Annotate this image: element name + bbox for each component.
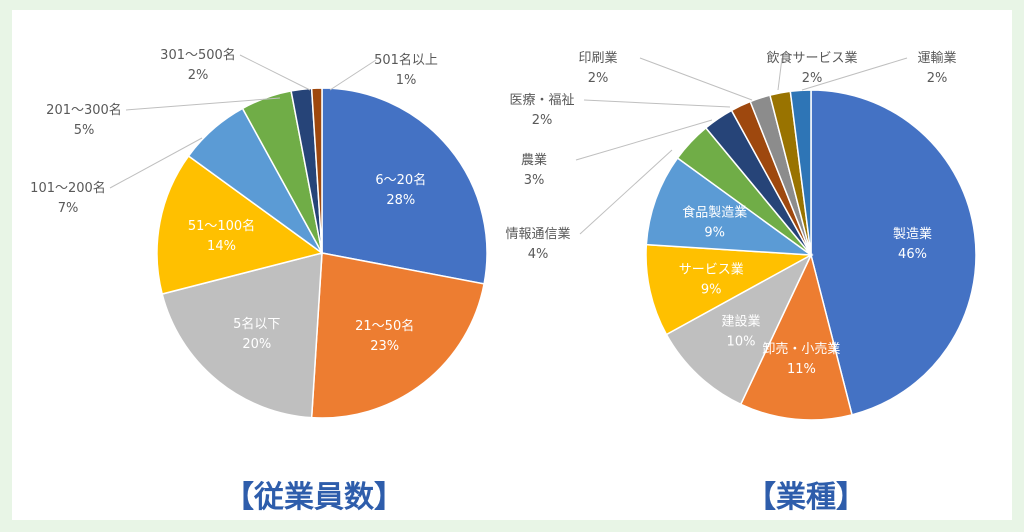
employee-pie-leader-4 xyxy=(109,137,203,189)
industry-pie-value-10: 2% xyxy=(927,71,948,86)
employee-pie-label-5: 201～300名 xyxy=(46,102,122,118)
industry-pie-label-0: 製造業 xyxy=(893,226,932,242)
industry-pie-value-5: 4% xyxy=(528,247,549,262)
pie-charts: 6～20名 28% 21～50名 23% 5名以下 20% 51～100名 14% 101～20… xyxy=(30,47,977,421)
employee-count-title: 【従業員数】 xyxy=(224,480,404,515)
employee-pie-slice-0 xyxy=(321,87,488,285)
industry-pie-value-1: 11% xyxy=(787,362,816,377)
employee-pie-label-7: 501名以上 xyxy=(374,52,438,68)
industry-pie-value-0: 46% xyxy=(898,247,927,262)
industry-pie-label-1: 卸売・小売業 xyxy=(762,341,840,357)
employee-pie-value-4: 7% xyxy=(58,201,79,216)
chart-panel: 6～20名 28% 21～50名 23% 5名以下 20% 51～100名 14% 101～20… xyxy=(12,10,1012,520)
industry-pie-slice-10 xyxy=(789,89,812,256)
industry-pie-label-6: 農業 xyxy=(521,152,547,168)
industry-pie-label-7: 医療・福祉 xyxy=(509,93,574,108)
industry-pie-slice-1 xyxy=(739,252,853,421)
industry-pie-value-2: 10% xyxy=(727,335,756,350)
employee-pie-value-5: 5% xyxy=(74,123,95,138)
industry-pie-value-3: 9% xyxy=(701,282,722,297)
employee-pie-slice-2 xyxy=(161,252,323,419)
industry-pie-leader-10 xyxy=(801,57,908,91)
employee-pie-leader-6 xyxy=(239,54,311,91)
employee-pie-value-1: 23% xyxy=(370,339,399,354)
industry-pie-slice-2 xyxy=(665,253,813,406)
industry-pie-leader-8 xyxy=(639,57,753,101)
employee-pie-slices xyxy=(156,87,488,419)
employee-pie-leader-5 xyxy=(125,97,281,111)
industry-pie-value-9: 2% xyxy=(802,71,823,86)
industry-pie-slice-3 xyxy=(645,243,814,336)
industry-pie-value-6: 3% xyxy=(524,173,545,188)
industry-pie-label-10: 運輸業 xyxy=(917,50,956,66)
employee-pie-label-4: 101～200名 xyxy=(30,180,106,196)
industry-pie-leader-9 xyxy=(777,57,783,91)
industry-pie-leader-7 xyxy=(583,99,731,108)
industry-pie-label-3: サービス業 xyxy=(679,261,744,277)
industry-pie-value-7: 2% xyxy=(532,113,553,128)
employee-pie-label-1: 21～50名 xyxy=(355,318,414,334)
employee-pie-leader-7 xyxy=(329,59,377,91)
industry-pie-slice-4 xyxy=(645,156,814,256)
employee-pie-label-3: 51～100名 xyxy=(188,218,255,234)
employee-pie-slice-1 xyxy=(310,252,485,419)
employee-pie-slice-3 xyxy=(156,154,324,295)
industry-pie-leader-5 xyxy=(579,149,673,235)
employee-pie-label-0: 6～20名 xyxy=(375,172,426,188)
employee-pie-value-0: 28% xyxy=(386,193,415,208)
industry-pie-label-2: 建設業 xyxy=(721,314,760,330)
industry-pie-slices xyxy=(645,89,977,421)
employee-pie-label-6: 301～500名 xyxy=(160,47,236,63)
industry-pie-labels: 製造業 46% 卸売・小売業 11% 建設業 10% サービス業 9% 食品製造業 9% 情報通信業… xyxy=(505,50,956,377)
industry-pie-label-9: 飲食サービス業 xyxy=(766,50,857,66)
employee-pie-labels: 6～20名 28% 21～50名 23% 5名以下 20% 51～100名 14% 101～20… xyxy=(30,47,438,354)
employee-pie-value-7: 1% xyxy=(396,73,417,88)
industry-title: 【業種】 xyxy=(746,480,866,515)
industry-pie-label-8: 印刷業 xyxy=(578,50,617,66)
employee-pie-slice-7 xyxy=(310,87,323,254)
industry-pie-leader-6 xyxy=(575,119,713,161)
employee-pie-value-2: 20% xyxy=(242,337,271,352)
employee-pie-value-3: 14% xyxy=(207,239,236,254)
employee-pie-label-2: 5名以下 xyxy=(233,316,280,332)
industry-pie-value-8: 2% xyxy=(588,71,609,86)
industry-pie-label-4: 食品製造業 xyxy=(682,204,747,220)
employee-pie-value-6: 2% xyxy=(188,68,209,83)
industry-pie-value-4: 9% xyxy=(704,225,725,240)
industry-pie-label-5: 情報通信業 xyxy=(505,226,570,242)
industry-pie-slice-0 xyxy=(810,89,977,416)
